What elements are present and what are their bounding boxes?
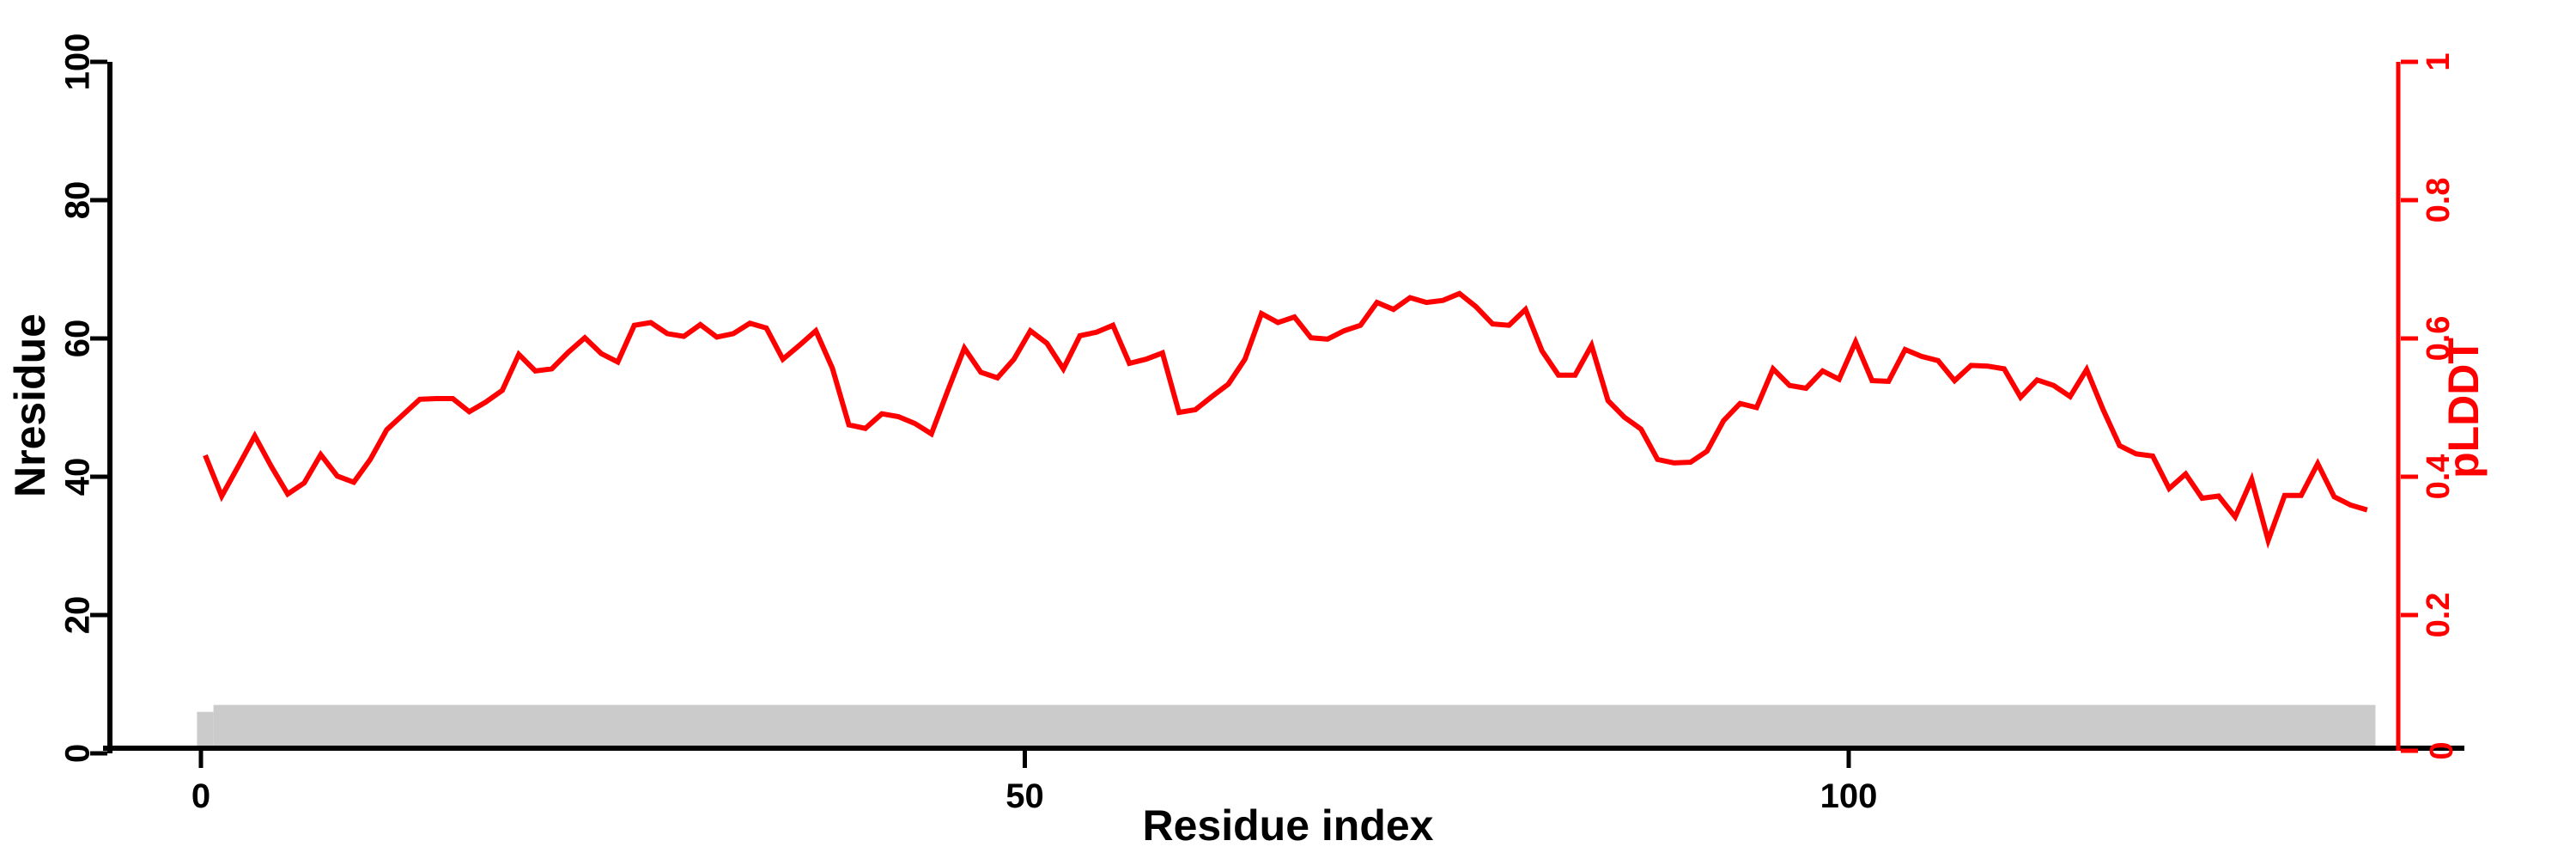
right-tick-label: 0 bbox=[2424, 741, 2460, 759]
left-tick-label: 100 bbox=[59, 34, 97, 91]
plddt-line bbox=[203, 290, 2368, 549]
x-axis-title: Residue index bbox=[1143, 801, 1434, 850]
left-tick-label: 20 bbox=[59, 596, 97, 635]
left-y-axis: 0 20 40 60 80 100 bbox=[59, 34, 112, 763]
left-tick-label: 60 bbox=[59, 320, 97, 358]
right-axis-title: pLDDT bbox=[2439, 338, 2488, 478]
x-axis: 0 50 100 bbox=[103, 746, 2464, 815]
nresidue-band-segment bbox=[213, 704, 2376, 751]
left-tick-label: 40 bbox=[59, 458, 97, 497]
right-tick-label: 0.2 bbox=[2421, 593, 2457, 638]
nresidue-band bbox=[197, 704, 2376, 751]
right-tick-label: 0.6 bbox=[2421, 316, 2457, 362]
right-tick-label: 1 bbox=[2421, 52, 2457, 70]
left-tick-label: 0 bbox=[59, 744, 97, 763]
right-tick-label: 0.4 bbox=[2421, 454, 2457, 500]
x-tick-label: 0 bbox=[191, 777, 210, 815]
left-axis-title: Nresidue bbox=[6, 314, 54, 497]
right-tick-label: 0.8 bbox=[2421, 178, 2457, 223]
x-tick-label: 100 bbox=[1820, 777, 1878, 815]
x-tick-label: 50 bbox=[1005, 777, 1044, 815]
right-y-axis: 0 0.2 0.4 0.6 0.8 1 bbox=[2396, 52, 2460, 760]
left-tick-label: 80 bbox=[59, 181, 97, 220]
nresidue-band-segment bbox=[197, 711, 214, 751]
